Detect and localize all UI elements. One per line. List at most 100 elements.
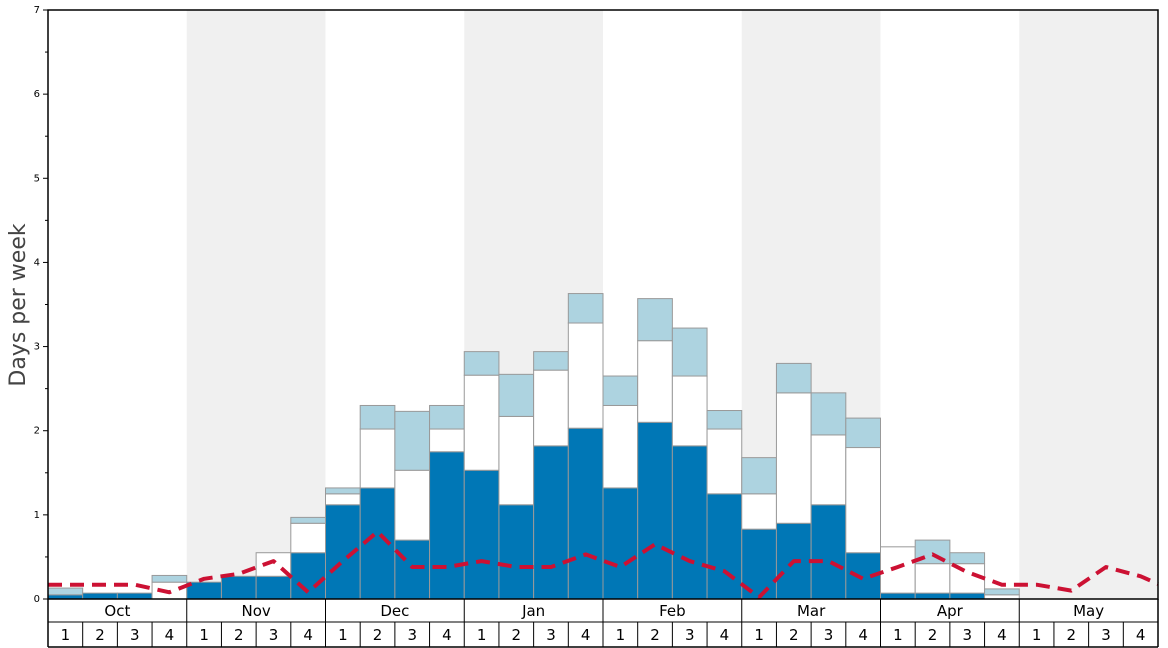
bar-segment: [845, 417, 881, 449]
bar-segment: [880, 592, 916, 600]
dashed-series-line: [48, 529, 1159, 600]
bar-segment: [394, 410, 431, 471]
week-label: 2: [1067, 626, 1077, 644]
bar-segment: [706, 410, 743, 430]
bar-segment: [671, 445, 708, 600]
y-axis-label: Days per week: [6, 223, 31, 386]
y-axis: 0 1 2 3 4 5 6 7: [34, 5, 48, 605]
bar-segment: [325, 487, 361, 495]
bar-segment: [775, 362, 812, 394]
bar-segment: [394, 539, 431, 600]
x-axis: Oct Nov Dec Jan Feb Mar Apr May 1 2 3 4 1 2 3 4 1 2 3 4 1 2 3 4…: [47, 599, 1159, 648]
week-label: 1: [754, 626, 764, 644]
month-shade-nov: [186, 10, 326, 599]
bar-segment: [463, 351, 500, 376]
bar-segment: [741, 457, 777, 495]
week-label: 3: [407, 626, 417, 644]
month-label-nov: Nov: [241, 602, 270, 620]
week-label: 4: [581, 626, 591, 644]
bar-segment: [637, 298, 673, 342]
week-label: 4: [442, 626, 452, 644]
bar-segment: [810, 504, 847, 600]
bar-segment: [533, 445, 569, 600]
week-label: 3: [1101, 626, 1111, 644]
bar-segment: [220, 575, 257, 600]
bar-segment: [498, 373, 535, 417]
bar-segment: [429, 451, 465, 600]
y-tick-label: 3: [34, 342, 40, 353]
bar-segment: [359, 404, 396, 430]
bar-segment: [116, 592, 153, 600]
bar-segment: [567, 322, 604, 429]
week-label: 1: [616, 626, 626, 644]
bar-segment: [637, 340, 673, 423]
week-label: 1: [338, 626, 348, 644]
bar-segment: [429, 404, 465, 430]
week-label: 4: [165, 626, 175, 644]
month-label-dec: Dec: [380, 602, 409, 620]
bar-segment: [533, 351, 569, 371]
month-label-oct: Oct: [104, 602, 130, 620]
week-label: 3: [269, 626, 279, 644]
y-tick-label: 7: [34, 5, 40, 16]
week-label: 2: [373, 626, 383, 644]
dashed-line: [48, 529, 1159, 600]
week-label: 1: [61, 626, 71, 644]
week-label: 2: [650, 626, 660, 644]
bar-segment: [498, 504, 535, 600]
y-tick-label: 0: [34, 594, 40, 605]
bar-segment: [602, 487, 639, 600]
week-label: 4: [997, 626, 1007, 644]
bar-segment: [706, 493, 743, 600]
week-label: 3: [824, 626, 834, 644]
month-shade-may: [1019, 10, 1158, 599]
bar-segment: [394, 469, 431, 541]
bar-segment: [671, 375, 708, 447]
bar-segment: [775, 392, 812, 524]
week-label: 2: [928, 626, 938, 644]
week-label: 3: [962, 626, 972, 644]
week-label: 4: [303, 626, 313, 644]
week-label: 2: [789, 626, 799, 644]
bar-segment: [359, 428, 396, 489]
bar-segment: [637, 421, 673, 600]
bar-segment: [463, 469, 500, 600]
bar-segment: [810, 434, 847, 506]
bar-segment: [602, 404, 639, 489]
bar-segment: [325, 493, 361, 506]
bar-segment: [880, 546, 916, 594]
bar-segment: [429, 428, 465, 453]
y-tick-label: 1: [34, 510, 40, 521]
month-label-jan: Jan: [521, 602, 545, 620]
y-tick-label: 4: [34, 257, 40, 268]
week-label: 4: [1136, 626, 1146, 644]
bar-segment: [914, 592, 951, 600]
month-label-apr: Apr: [937, 602, 964, 620]
bar-segment: [602, 375, 639, 406]
week-label: 1: [893, 626, 903, 644]
bar-segment: [949, 592, 986, 600]
week-label: 3: [546, 626, 556, 644]
bars: [47, 293, 1020, 600]
bar-segment: [914, 563, 951, 594]
bar-segment: [498, 415, 535, 506]
bar-segment: [706, 428, 743, 495]
month-label-feb: Feb: [659, 602, 686, 620]
bar-segment: [82, 592, 118, 600]
bar-segment: [567, 427, 604, 600]
week-label: 2: [95, 626, 105, 644]
month-label-mar: Mar: [797, 602, 826, 620]
week-label: 1: [199, 626, 209, 644]
bar-segment: [290, 522, 326, 554]
bar-segment: [533, 369, 569, 447]
week-label: 1: [1032, 626, 1042, 644]
bar-segment: [463, 374, 500, 471]
bar-segment: [567, 293, 604, 324]
week-label: 2: [234, 626, 244, 644]
y-tick-label: 5: [34, 173, 40, 184]
week-label: 3: [685, 626, 695, 644]
bar-segment: [671, 327, 708, 377]
month-label-may: May: [1073, 602, 1104, 620]
bar-segment: [810, 392, 847, 436]
